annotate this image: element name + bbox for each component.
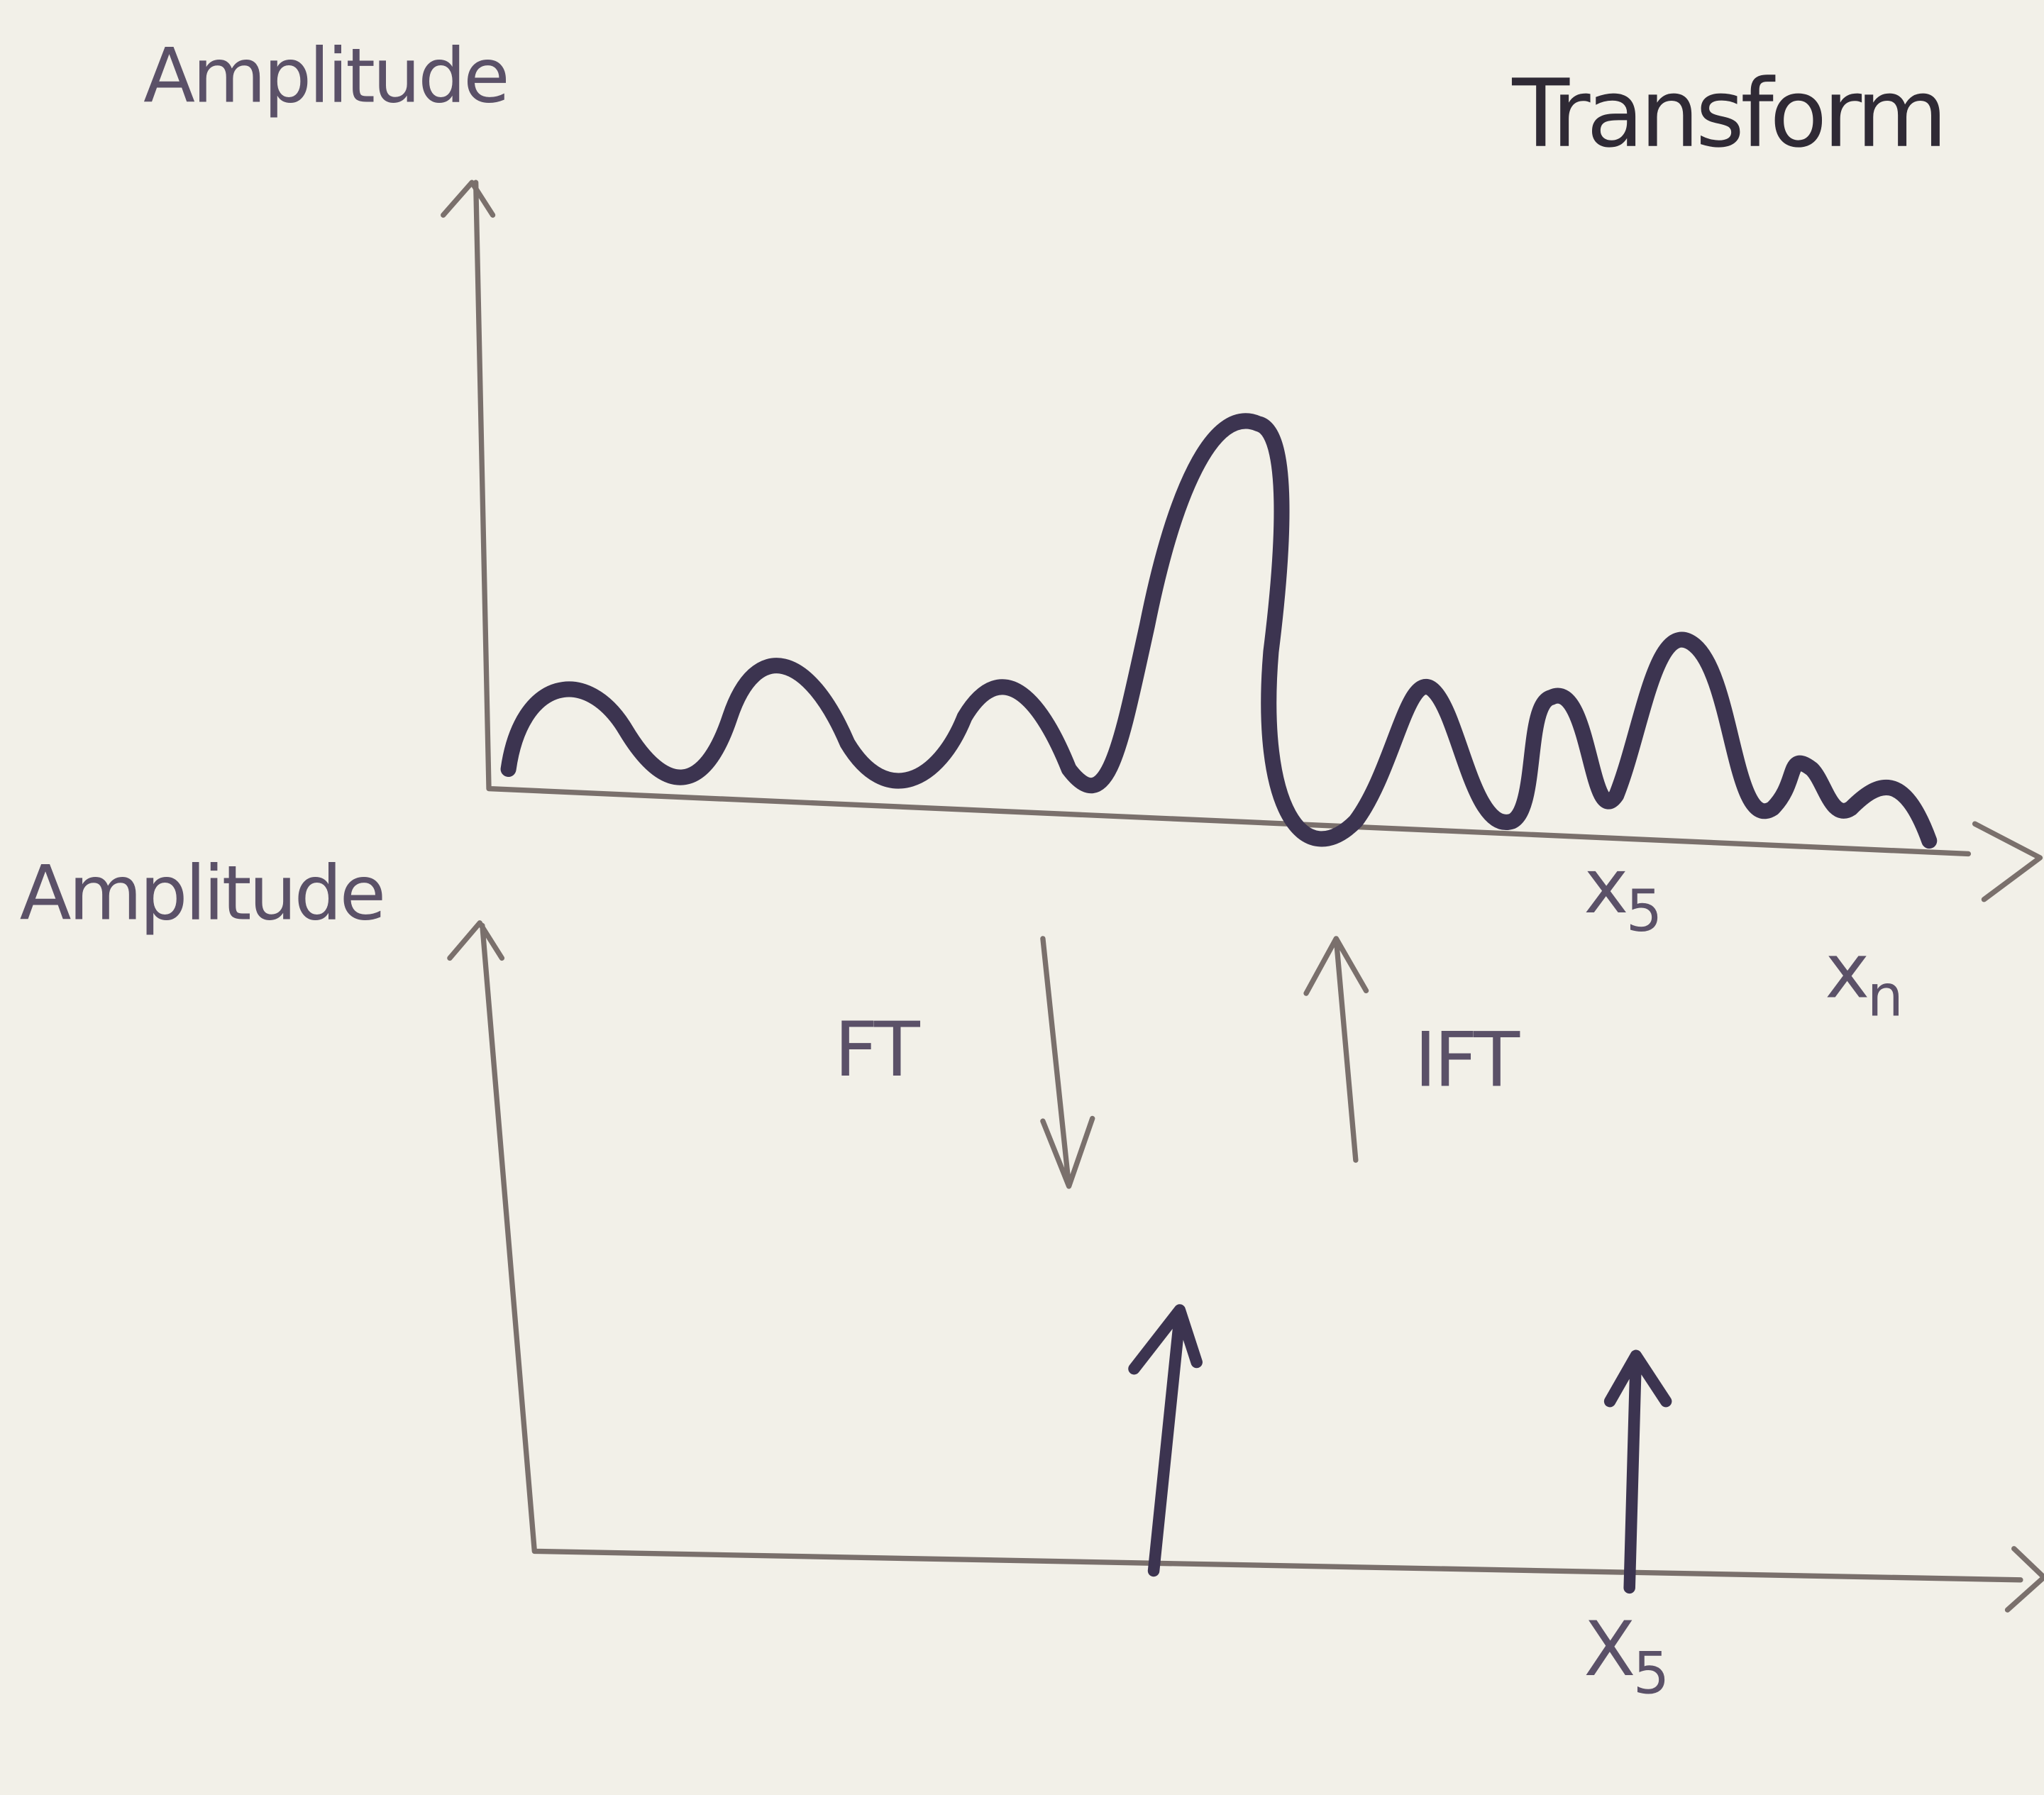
page: {"title": "Transform", "top_plot": {"y_l… xyxy=(0,0,2044,1795)
marker-base: x xyxy=(1825,928,1867,1016)
y-axis-label: Amplitude xyxy=(20,849,384,937)
marker-sub: n xyxy=(1867,963,1901,1029)
marker-sub: 5 xyxy=(1626,878,1660,945)
ft-label: FT xyxy=(834,1006,921,1094)
marker-base: x xyxy=(1584,843,1626,931)
marker-base: X xyxy=(1584,1606,1633,1694)
y-axis-label: Amplitude xyxy=(143,32,507,120)
marker-sub: 5 xyxy=(1633,1641,1667,1708)
diagram: Transform Amplitude x5 xn FT IFT Amplitu… xyxy=(0,0,2044,1795)
ift-label: IFT xyxy=(1415,1016,1520,1104)
title: Transform xyxy=(1511,60,1943,169)
